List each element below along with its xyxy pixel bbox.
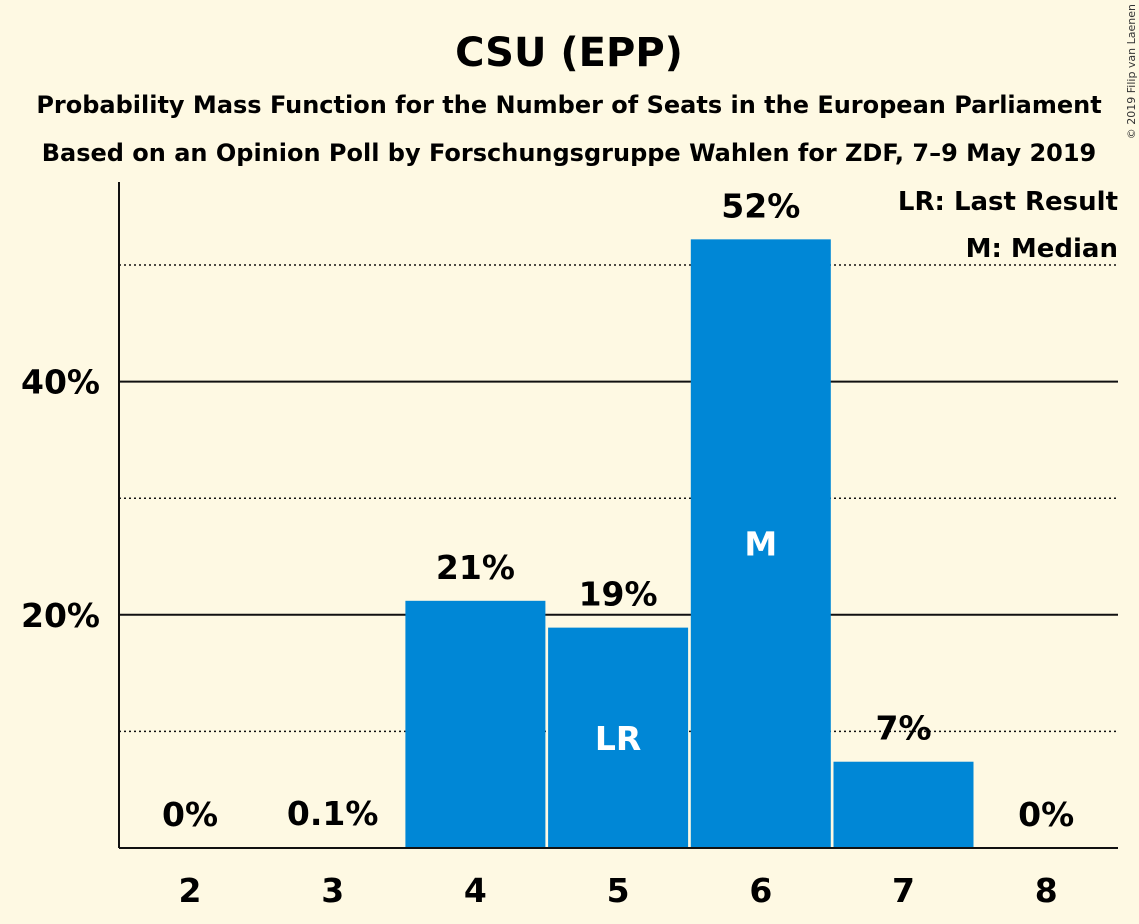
x-tick-label-3: 3 [321,871,344,910]
bars [405,239,974,848]
legend-median: M: Median [966,234,1118,264]
copyright-text: © 2019 Filip van Laenen [1125,4,1138,139]
bar-4 [405,600,546,848]
x-tick-label-6: 6 [749,871,772,910]
data-label-7: 7% [875,709,931,748]
bar-annotation-m: M [744,525,777,564]
bar-7 [833,761,974,848]
data-label-5: 19% [579,575,658,614]
legend-last-result: LR: Last Result [898,187,1118,217]
gridlines [119,264,1118,733]
data-label-3: 0.1% [287,794,379,833]
chart-subtitle-line-1: Probability Mass Function for the Number… [36,91,1101,119]
data-label-8: 0% [1018,795,1074,834]
y-tick-label: 40% [21,363,100,402]
x-tick-label-2: 2 [179,871,202,910]
x-tick-label-7: 7 [892,871,915,910]
chart-title: CSU (EPP) [455,30,683,76]
x-tick-label-8: 8 [1035,871,1058,910]
bar-5 [548,627,689,848]
y-tick-label: 20% [21,596,100,635]
chart-subtitle-line-2: Based on an Opinion Poll by Forschungsgr… [42,139,1097,167]
y-tick-labels: 20% 40% [21,363,100,635]
data-labels: 0% 0.1% 21% 19% 52% 7% 0% LR M [162,186,1074,834]
bar-annotation-lr: LR [595,719,641,758]
data-label-6: 52% [721,186,800,225]
x-tick-label-4: 4 [464,871,487,910]
data-label-4: 21% [436,548,515,587]
bar-6 [690,239,831,848]
data-label-2: 0% [162,795,218,834]
x-tick-label-5: 5 [607,871,630,910]
x-tick-labels: 2 3 4 5 6 7 8 [179,871,1058,910]
